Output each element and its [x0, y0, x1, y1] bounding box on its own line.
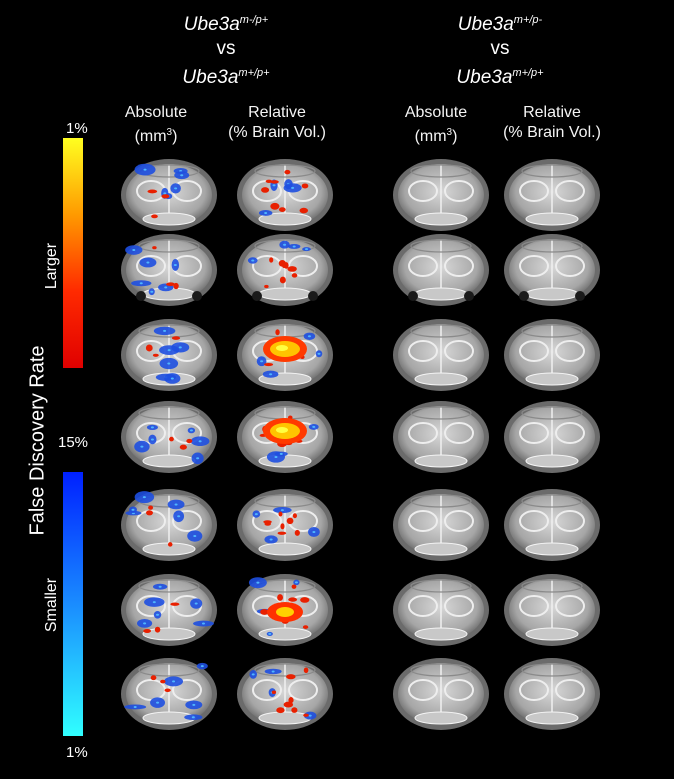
larger-label: Larger: [43, 242, 60, 290]
col-absolute-b-unit: (mm: [414, 128, 447, 145]
brain-slice-row6-col1: [121, 574, 217, 646]
col-absolute-b: Absolute (mm3): [371, 103, 501, 147]
group-b-gene: Ube3a: [457, 14, 514, 35]
brain-slice-row4-col2: [237, 401, 333, 473]
group-a-genotype: m-/p+: [239, 14, 269, 26]
brain-slice-row3-col1: [121, 319, 217, 391]
col-relative-b-line2: (% Brain Vol.): [503, 124, 601, 141]
colorbar-top-label: 1%: [66, 120, 88, 137]
brain-slice-row5-col3: [393, 489, 489, 561]
group-title-mutant-paternal: Ube3am+/p- vs Ube3am+/p+: [400, 8, 600, 90]
brain-slice-row1-col4: [504, 159, 600, 231]
group-a-control-genotype: m+/p+: [238, 67, 270, 79]
col-absolute-b-close: ): [452, 128, 458, 145]
brain-slice-row6-col2: [237, 574, 333, 646]
group-title-mutant-maternal: Ube3am-/p+ vs Ube3am+/p+: [126, 8, 326, 90]
brain-slice-row4-col3: [393, 401, 489, 473]
brain-slice-row2-col3: [393, 234, 489, 306]
group-a-control-gene: Ube3a: [182, 67, 239, 88]
group-b-vs: vs: [490, 38, 510, 59]
brain-slice-row3-col3: [393, 319, 489, 391]
colorbar-warm: [63, 138, 83, 368]
brain-slice-row2-col1: [121, 234, 217, 306]
brain-slice-row5-col4: [504, 489, 600, 561]
colorbar-bottom-label: 1%: [66, 744, 88, 761]
col-absolute-b-line1: Absolute: [404, 104, 468, 121]
col-absolute-a-line1: Absolute: [124, 104, 188, 121]
brain-slice-row7-col2: [237, 658, 333, 730]
brain-slice-row7-col3: [393, 658, 489, 730]
col-absolute-b-sup: 3: [446, 127, 453, 138]
brain-slice-row3-col2: [237, 319, 333, 391]
col-relative-a: Relative (% Brain Vol.): [212, 103, 342, 143]
col-relative-a-line1: Relative: [248, 104, 306, 121]
brain-slice-row6-col3: [393, 574, 489, 646]
brain-slice-row2-col4: [504, 234, 600, 306]
colorbar-cool: [63, 472, 83, 736]
group-a-gene: Ube3a: [183, 14, 240, 35]
brain-slice-row1-col3: [393, 159, 489, 231]
brain-slice-row5-col1: [121, 489, 217, 561]
col-absolute-a-unit: (mm: [134, 128, 167, 145]
group-b-genotype: m+/p-: [513, 14, 543, 26]
col-relative-b-line1: Relative: [523, 104, 581, 121]
col-relative-a-line2: (% Brain Vol.): [228, 124, 326, 141]
brain-slice-row4-col4: [504, 401, 600, 473]
col-absolute-a-sup: 3: [166, 127, 173, 138]
brain-slice-row7-col1: [121, 658, 217, 730]
false-discovery-rate-label: False Discovery Rate: [26, 345, 49, 536]
brain-slice-row1-col2: [237, 159, 333, 231]
colorbar-middle-label: 15%: [58, 434, 89, 451]
col-absolute-a-close: ): [172, 128, 178, 145]
brain-slice-row3-col4: [504, 319, 600, 391]
brain-slice-row4-col1: [121, 401, 217, 473]
brain-slice-row5-col2: [237, 489, 333, 561]
brain-slice-row2-col2: [237, 234, 333, 306]
brain-slice-row6-col4: [504, 574, 600, 646]
col-relative-b: Relative (% Brain Vol.): [487, 103, 617, 143]
group-b-control-genotype: m+/p+: [512, 67, 544, 79]
col-absolute-a: Absolute (mm3): [91, 103, 221, 147]
group-a-vs: vs: [216, 38, 236, 59]
smaller-label: Smaller: [43, 577, 60, 633]
brain-slice-row7-col4: [504, 658, 600, 730]
brain-slice-row1-col1: [121, 159, 217, 231]
group-b-control-gene: Ube3a: [456, 67, 513, 88]
